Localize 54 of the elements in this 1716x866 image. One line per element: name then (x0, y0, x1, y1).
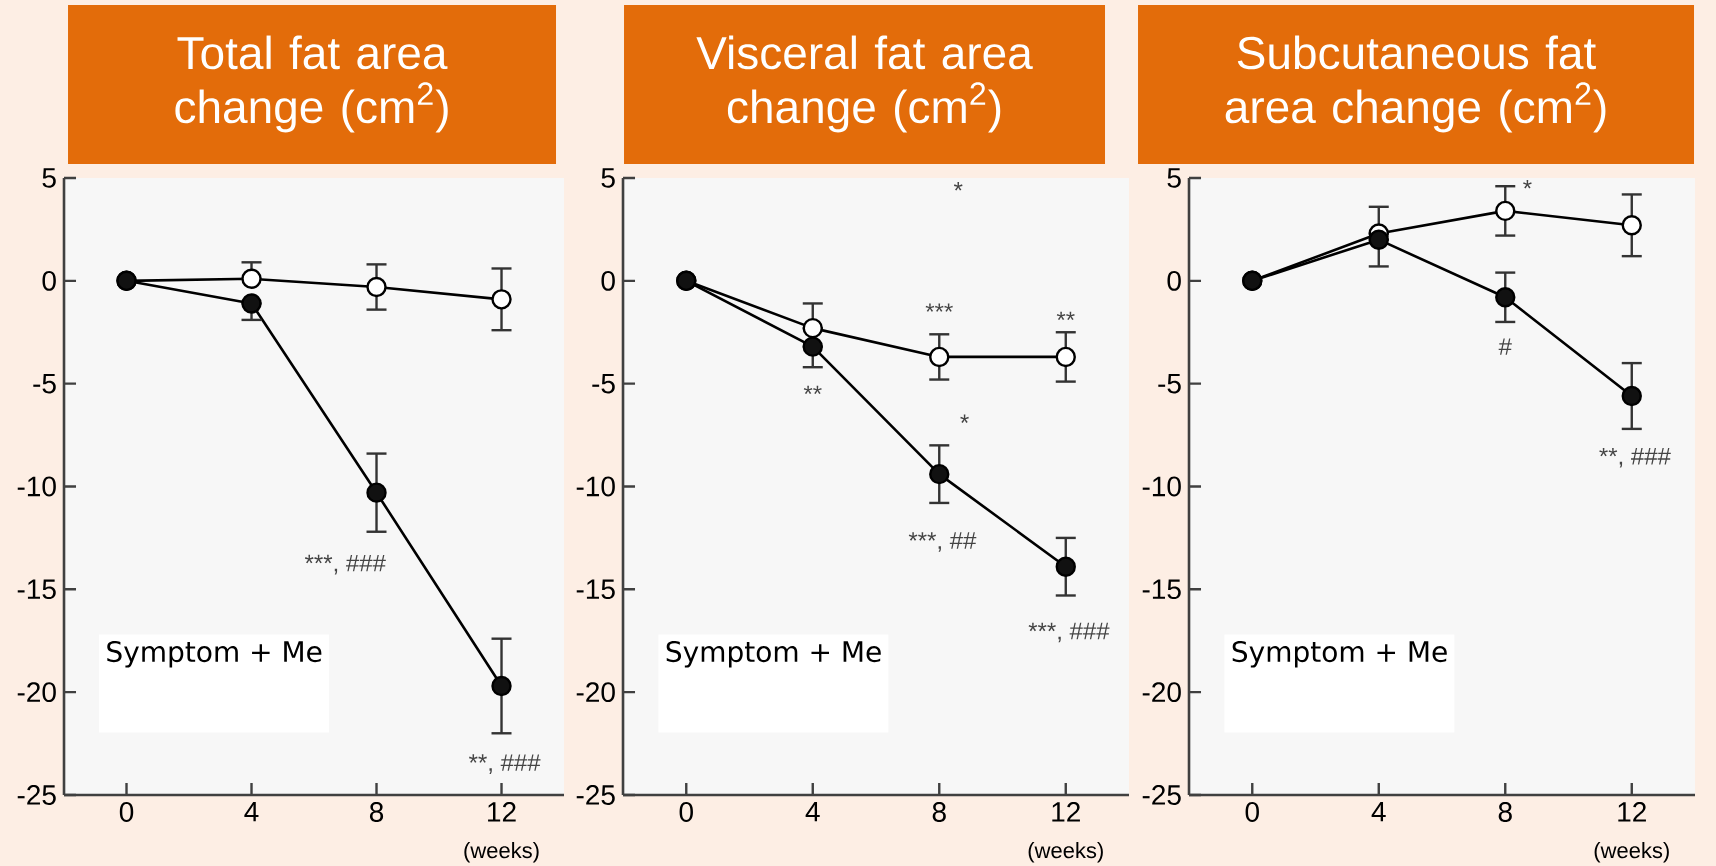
x-tick-label: 0 (119, 802, 134, 822)
x-tick-label: 8 (369, 802, 384, 822)
y-tick-label: -20 (1142, 682, 1181, 703)
chart-title: Total fat area change (cm$^{2}$) (175, 35, 448, 133)
y-tick-label: -15 (1142, 579, 1181, 600)
x-axis-title: (weeks) (1028, 842, 1103, 863)
y-tick-label: -20 (576, 682, 615, 703)
y-tick-label: -5 (592, 373, 615, 394)
y-tick-label: -25 (576, 785, 615, 805)
x-tick-label: 4 (805, 802, 820, 822)
x-tick-label: 12 (1618, 802, 1646, 822)
x-tick-label: 12 (488, 802, 516, 822)
y-tick-label: -20 (17, 682, 56, 703)
y-tick-label: 5 (42, 168, 56, 188)
y-tick-label: 5 (601, 168, 615, 188)
x-tick-label: 4 (1371, 802, 1386, 822)
annotation: ***, ### (304, 554, 386, 575)
annotation: ***, ### (1028, 622, 1110, 643)
annotation: * (953, 182, 963, 191)
annotation: # (1498, 338, 1512, 355)
x-tick-label: 0 (679, 802, 693, 822)
x-axis-title: (weeks) (1594, 842, 1669, 863)
chart-title: Visceral fat area change (cm$^{2}$) (696, 35, 1033, 133)
annotation: * (960, 414, 969, 423)
x-tick-label: 8 (932, 802, 946, 822)
annotation: *** (925, 303, 953, 312)
chart-title: Subcutaneous fat area change (cm$^{2}$) (1225, 35, 1606, 133)
x-tick-label: 0 (1245, 802, 1259, 822)
y-tick-label: -10 (17, 476, 56, 497)
y-tick-label: 0 (601, 270, 615, 291)
annotation: ** (1056, 311, 1075, 321)
x-tick-label: 12 (1052, 802, 1080, 822)
annotation: Symptom + Me (666, 640, 881, 668)
y-tick-label: -5 (1158, 373, 1181, 394)
y-tick-label: -10 (576, 476, 615, 497)
y-tick-label: -5 (33, 373, 56, 394)
annotation: ** (803, 385, 822, 395)
annotation: ***, ## (908, 532, 977, 552)
y-tick-label: 5 (1167, 168, 1181, 188)
x-axis-title: (weeks) (464, 842, 539, 863)
x-tick-label: 4 (244, 802, 259, 822)
annotation: **, ### (1599, 447, 1671, 468)
annotation: Symptom + Me (1232, 640, 1447, 668)
y-tick-label: -10 (1142, 476, 1181, 497)
annotation: Symptom + Me (107, 640, 322, 668)
y-tick-label: -25 (1142, 785, 1181, 805)
y-tick-label: 0 (42, 270, 56, 291)
annotation: * (1523, 180, 1532, 189)
annotation: **, ### (468, 754, 541, 774)
y-tick-label: -15 (576, 579, 615, 600)
y-tick-label: -15 (17, 579, 56, 600)
x-tick-label: 8 (1498, 802, 1512, 822)
y-tick-label: 0 (1167, 270, 1181, 291)
y-tick-label: -25 (17, 785, 56, 805)
